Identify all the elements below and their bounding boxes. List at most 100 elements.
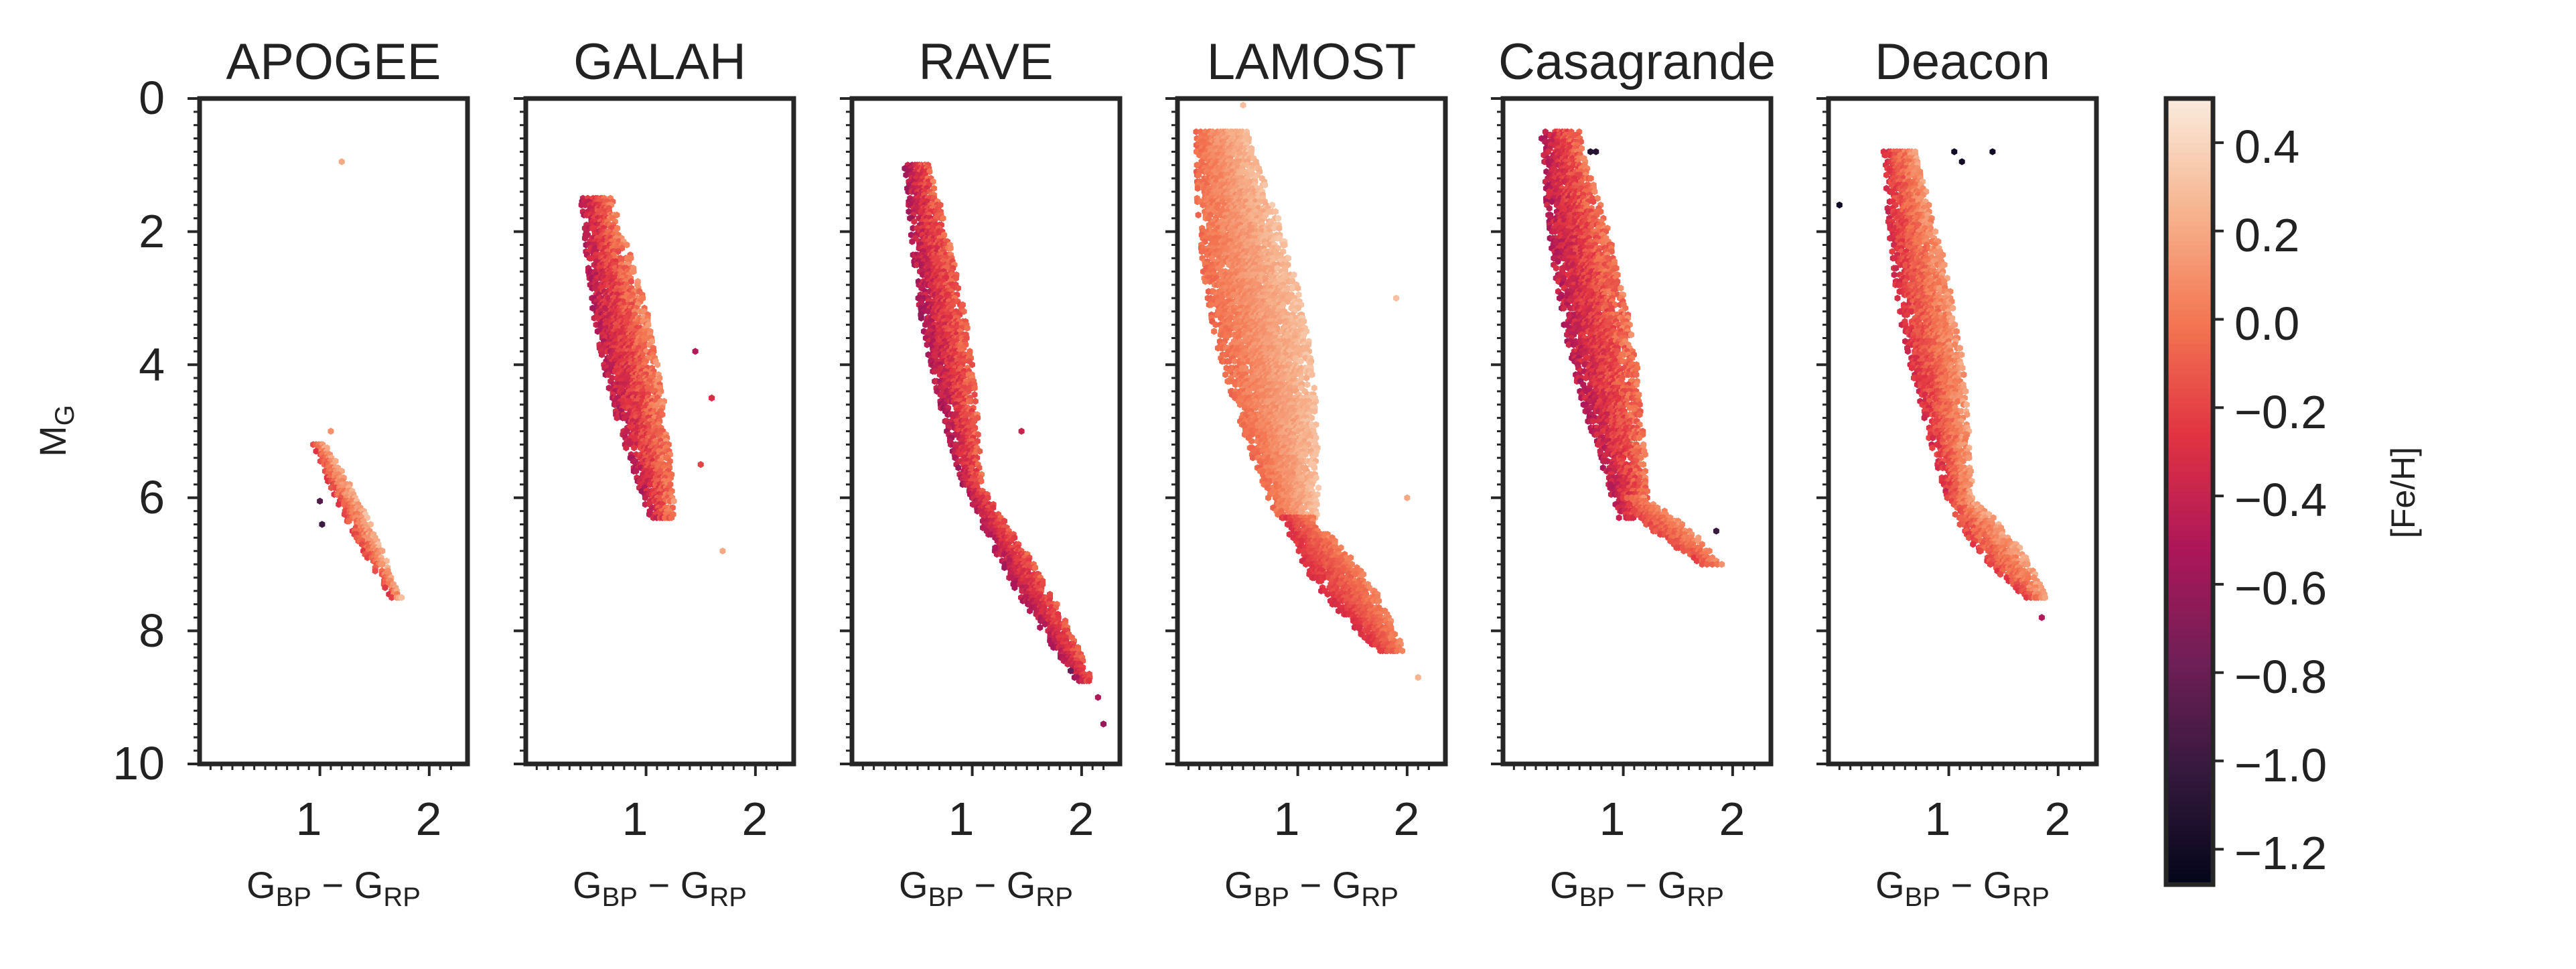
hexbin-cell xyxy=(1011,584,1018,592)
hexbin-outlier xyxy=(1068,667,1074,675)
panel-galah: GALAH 1 2 GBP − GRP xyxy=(514,34,796,912)
hexbin-layer xyxy=(1193,101,1421,682)
hexbin-cell xyxy=(1211,328,1218,335)
hexbin-cell xyxy=(918,314,924,322)
hexbin-cell xyxy=(972,397,979,405)
hexbin-outlier xyxy=(1018,428,1025,435)
hexbin-cell xyxy=(1200,201,1206,209)
x-axis-label: GBP − GRP xyxy=(246,864,421,912)
hexbin-cell xyxy=(954,284,961,292)
panel-title: APOGEE xyxy=(226,34,441,90)
x-axis-label: GBP − GRP xyxy=(899,864,1073,912)
hexbin-cell xyxy=(903,172,910,179)
hexbin-cell xyxy=(977,448,983,455)
hexbin-cell xyxy=(599,351,605,359)
hexbin-cell xyxy=(925,308,932,315)
hexbin-cell xyxy=(372,567,378,575)
hexbin-cell xyxy=(947,245,954,252)
tick-layer xyxy=(840,97,1105,776)
hexbin-cell xyxy=(971,384,978,392)
hexbin-cell xyxy=(623,444,630,452)
hexbin-cell xyxy=(582,201,589,209)
hexbin-cell xyxy=(906,208,912,215)
hexbin-layer xyxy=(578,194,726,555)
hexbin-cell xyxy=(379,547,386,555)
hexbin-cell xyxy=(670,497,677,505)
panel-title: LAMOST xyxy=(1207,34,1417,90)
hexbin-cell xyxy=(924,341,930,348)
x-tick-label: 2 xyxy=(742,793,768,845)
hexbin-outlier xyxy=(692,348,699,355)
hexbin-outlier xyxy=(328,428,334,435)
hexbin-cell xyxy=(1195,211,1202,218)
hexbin-cell xyxy=(940,214,946,222)
hexbin-cell xyxy=(581,235,588,242)
tick-layer xyxy=(514,97,779,776)
hexbin-cell xyxy=(909,238,916,245)
tick-layer xyxy=(188,97,453,776)
y-axis-label-sub: G xyxy=(50,405,80,426)
hexbin-cell xyxy=(628,277,634,285)
hexbin-cell xyxy=(654,361,661,369)
hexbin-cell xyxy=(1198,248,1205,255)
hexbin-cell xyxy=(969,361,975,369)
hexbin-cell xyxy=(1295,284,1301,292)
hexbin-outlier xyxy=(317,497,324,505)
y-axis-label-main: M xyxy=(31,426,74,457)
x-tick-label: 1 xyxy=(948,793,975,845)
hexbin-cell xyxy=(1290,284,1296,292)
hexbin-outlier xyxy=(319,521,326,528)
hexbin-outlier xyxy=(1094,694,1101,701)
hexbin-cell xyxy=(379,560,386,568)
hexbin-cell xyxy=(1275,214,1281,222)
hexbin-cell xyxy=(1276,224,1283,232)
hexbin-cell xyxy=(631,444,638,452)
hexbin-cell xyxy=(1032,564,1038,572)
hexbin-cell xyxy=(642,494,648,501)
hexbin-cell xyxy=(1086,677,1092,685)
y-tick-label: 6 xyxy=(139,471,165,523)
hexbin-cell xyxy=(1281,241,1288,249)
hexbin-outlier xyxy=(697,461,704,468)
hexbin-cell xyxy=(1272,208,1279,215)
x-tick-label: 2 xyxy=(416,793,442,845)
x-axis-label: GBP − GRP xyxy=(573,864,747,912)
x-tick-label: 1 xyxy=(296,793,322,845)
hexbin-cell xyxy=(668,514,674,521)
panel-title: RAVE xyxy=(918,34,1053,90)
y-axis-label: MG xyxy=(31,405,80,457)
hexbin-cell xyxy=(914,261,920,269)
hexbin-cell xyxy=(1208,301,1214,308)
hexbin-outlier xyxy=(709,394,715,402)
panel-rave: RAVE 1 2 GBP − GRP xyxy=(840,34,1123,912)
hexbin-cell xyxy=(932,367,938,375)
hexbin-cell xyxy=(1042,621,1048,628)
x-tick-label: 1 xyxy=(622,793,648,845)
hexbin-cell xyxy=(1196,172,1202,179)
hexbin-outlier xyxy=(719,547,726,555)
hexbin-outlier xyxy=(338,158,345,166)
hexbin-cell xyxy=(630,268,637,275)
hexbin-cell xyxy=(382,584,388,592)
hexbin-cell xyxy=(1285,298,1291,306)
hexbin-cell xyxy=(955,464,962,472)
hexbin-cell xyxy=(1271,224,1277,232)
hexbin-cell xyxy=(1262,181,1269,189)
hexbin-cell xyxy=(964,324,971,332)
y-tick-label: 8 xyxy=(139,604,165,657)
y-tick-label: 4 xyxy=(139,338,165,391)
hexbin-outlier xyxy=(1100,720,1106,728)
x-tick-label: 2 xyxy=(1068,793,1094,845)
hexbin-layer xyxy=(902,162,1106,728)
hexbin-cell xyxy=(336,501,342,508)
hexbin-cell xyxy=(346,517,352,525)
y-tick-label: 2 xyxy=(139,205,165,257)
hexbin-cell xyxy=(975,431,981,438)
panel-lamost: LAMOST 1 2 GBP − GRP xyxy=(1165,34,1448,912)
hexbin-layer xyxy=(310,158,405,601)
hexbin-cell xyxy=(633,467,640,475)
hexbin-cell xyxy=(614,414,620,422)
hexbin-cell xyxy=(911,218,918,225)
y-tick-label: 10 xyxy=(113,737,165,789)
